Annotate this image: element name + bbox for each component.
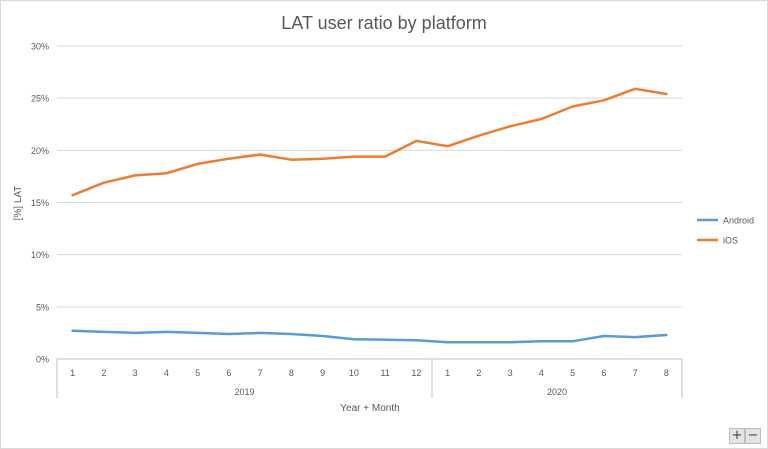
- x-tick-label: 9: [320, 368, 325, 378]
- legend: Android iOS: [697, 216, 754, 246]
- x-tick-label: 6: [601, 368, 606, 378]
- y-tick-label: 20%: [31, 146, 49, 156]
- series-line-ios: [71, 87, 668, 197]
- x-tick-label: 4: [539, 368, 544, 378]
- y-axis-label: [%] LAT: [13, 186, 24, 221]
- y-tick-label: 25%: [31, 94, 49, 104]
- y-tick-label: 15%: [31, 198, 49, 208]
- x-tick-label: 2: [476, 368, 481, 378]
- x-tick-label: 2: [101, 368, 106, 378]
- chart-title: LAT user ratio by platform: [281, 13, 486, 33]
- x-tick-label: 5: [195, 368, 200, 378]
- x-tick-label: 3: [508, 368, 513, 378]
- x-tick-label: 12: [411, 368, 421, 378]
- x-tick-label: 8: [289, 368, 294, 378]
- legend-label-android: Android: [723, 216, 754, 226]
- legend-label-ios: iOS: [723, 236, 738, 246]
- series-lines: [71, 87, 668, 344]
- zoom-in-button[interactable]: +: [729, 428, 745, 444]
- y-tick-label: 10%: [31, 250, 49, 260]
- x-tick-label: 8: [664, 368, 669, 378]
- x-tick-label: 7: [258, 368, 263, 378]
- y-tick-label: 30%: [31, 42, 49, 52]
- x-tick-label: 10: [349, 368, 359, 378]
- x-tick-label: 7: [633, 368, 638, 378]
- x-tick-label: 4: [164, 368, 169, 378]
- x-tick-label: 1: [70, 368, 75, 378]
- x-tick-label: 6: [226, 368, 231, 378]
- x-tick-label: 1: [445, 368, 450, 378]
- gridlines: [57, 45, 682, 360]
- y-tick-label: 0%: [36, 355, 49, 365]
- y-tick-label: 5%: [36, 302, 49, 312]
- x-group-label: 2019: [234, 387, 254, 397]
- y-axis-tick-labels: 0% 5% 10% 15% 20% 25% 30%: [31, 42, 49, 365]
- x-axis-label: Year + Month: [340, 403, 399, 414]
- x-group-label: 2020: [547, 387, 567, 397]
- series-line-android: [71, 329, 668, 344]
- x-tick-label: 3: [133, 368, 138, 378]
- x-tick-label: 5: [570, 368, 575, 378]
- x-tick-label: 11: [380, 368, 389, 378]
- zoom-out-button[interactable]: −: [745, 428, 761, 444]
